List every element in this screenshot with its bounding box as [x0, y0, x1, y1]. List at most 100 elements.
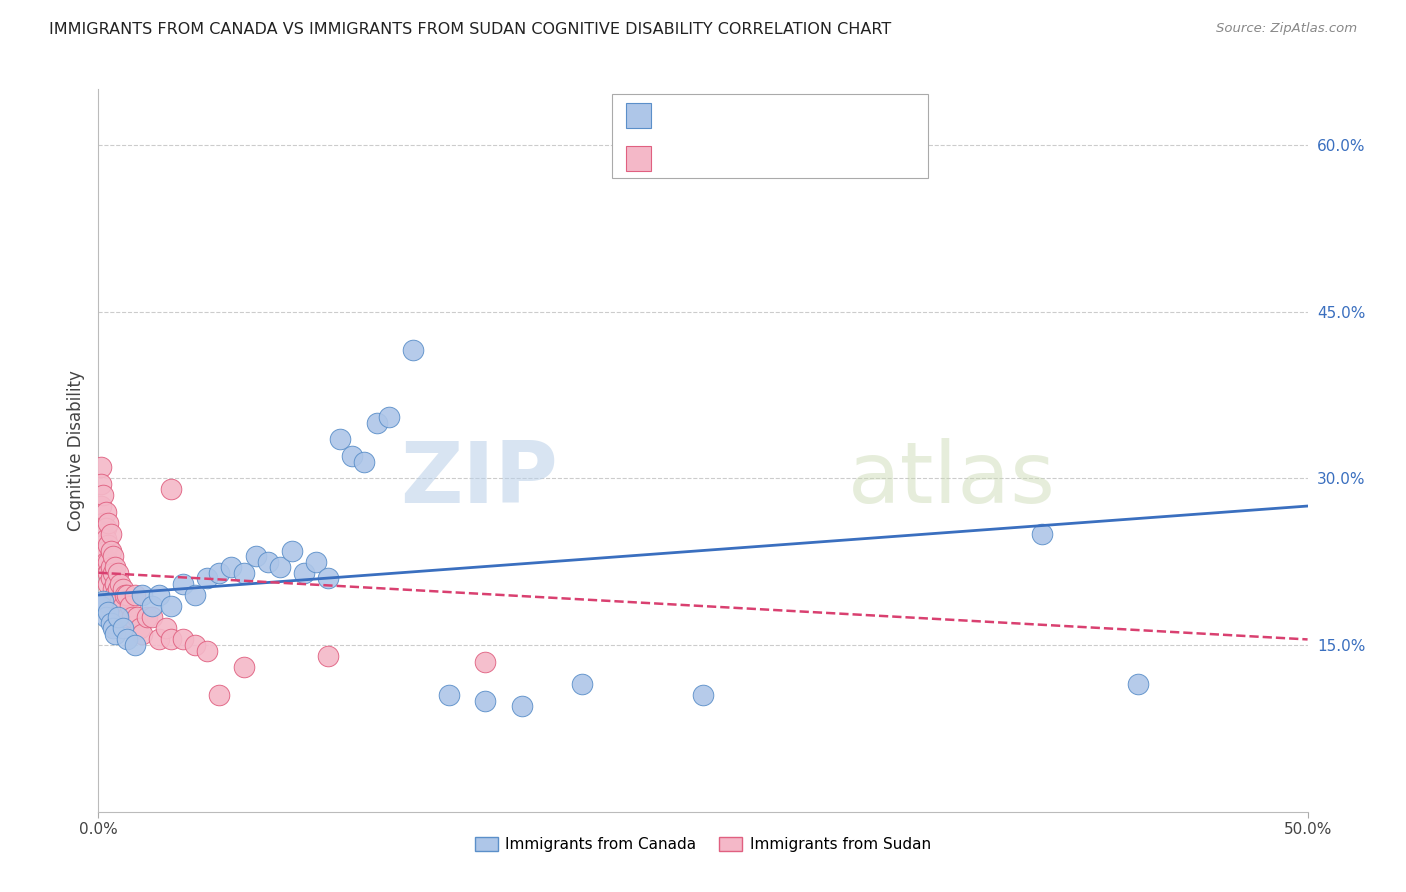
Point [342, 449, 364, 463]
Point [94, 610, 117, 624]
Point [124, 638, 146, 652]
Point [510, 699, 533, 714]
Point [184, 588, 207, 602]
Point [94, 543, 117, 558]
Text: atlas: atlas [848, 438, 1056, 521]
Point [94, 533, 117, 547]
Point [245, 549, 267, 563]
Point [184, 638, 207, 652]
Y-axis label: Cognitive Disability: Cognitive Disability [66, 370, 84, 531]
Point [94, 555, 117, 569]
Point [117, 610, 139, 624]
Point [366, 416, 388, 430]
Point [195, 571, 218, 585]
Point [208, 566, 231, 580]
Point [107, 582, 129, 597]
Text: R =: R = [662, 152, 696, 166]
Point [97, 516, 120, 530]
Point [121, 610, 143, 624]
Point [474, 693, 496, 707]
Point [316, 649, 339, 664]
Point [101, 593, 124, 607]
Point [111, 599, 134, 613]
Text: R =: R = [662, 108, 696, 122]
Point [91, 593, 114, 607]
Point [100, 526, 122, 541]
Point [160, 632, 183, 647]
Point [292, 566, 315, 580]
Point [101, 582, 124, 597]
Point [172, 577, 194, 591]
Point [111, 621, 134, 635]
Point [91, 516, 114, 530]
Point [104, 627, 127, 641]
Text: Source: ZipAtlas.com: Source: ZipAtlas.com [1216, 22, 1357, 36]
Point [160, 483, 183, 497]
Point [101, 566, 124, 580]
Point [148, 632, 170, 647]
Point [353, 454, 375, 468]
Text: N =: N = [763, 152, 797, 166]
Point [172, 632, 194, 647]
Text: 41: 41 [803, 108, 824, 122]
Point [148, 588, 170, 602]
Point [135, 610, 157, 624]
Point [692, 688, 714, 702]
Point [474, 655, 496, 669]
Point [90, 499, 112, 513]
Point [155, 621, 177, 635]
Point [90, 476, 112, 491]
Point [195, 643, 218, 657]
Point [316, 571, 339, 585]
Point [141, 599, 163, 613]
Point [127, 610, 149, 624]
Point [256, 555, 278, 569]
Text: 58: 58 [803, 152, 824, 166]
Point [160, 599, 183, 613]
Point [305, 555, 328, 569]
Point [107, 566, 129, 580]
Point [100, 615, 122, 630]
Point [91, 526, 114, 541]
Point [104, 588, 127, 602]
Text: 0.182: 0.182 [704, 108, 752, 122]
Point [437, 688, 460, 702]
Point [90, 460, 112, 475]
Point [101, 549, 124, 563]
Point [281, 543, 304, 558]
Point [108, 577, 131, 591]
Point [329, 433, 352, 447]
Point [114, 588, 136, 602]
Point [91, 488, 114, 502]
Point [107, 599, 129, 613]
Point [118, 599, 141, 613]
Point [221, 560, 243, 574]
Text: ZIP: ZIP [401, 438, 558, 521]
Point [97, 566, 120, 580]
Point [104, 577, 127, 591]
Point [232, 566, 254, 580]
Point [94, 505, 117, 519]
Point [124, 588, 146, 602]
Point [111, 582, 134, 597]
Point [91, 538, 114, 552]
Point [100, 560, 122, 574]
Point [108, 593, 131, 607]
Point [269, 560, 291, 574]
Text: IMMIGRANTS FROM CANADA VS IMMIGRANTS FROM SUDAN COGNITIVE DISABILITY CORRELATION: IMMIGRANTS FROM CANADA VS IMMIGRANTS FRO… [49, 22, 891, 37]
Point [97, 538, 120, 552]
Point [128, 621, 150, 635]
Text: -0.048: -0.048 [704, 152, 759, 166]
Legend: Immigrants from Canada, Immigrants from Sudan: Immigrants from Canada, Immigrants from … [468, 831, 938, 858]
Point [402, 343, 425, 358]
Point [91, 549, 114, 563]
Point [117, 588, 139, 602]
Point [107, 610, 129, 624]
Point [571, 677, 593, 691]
Point [97, 555, 120, 569]
Point [141, 610, 163, 624]
Point [100, 571, 122, 585]
Point [377, 410, 399, 425]
Point [100, 543, 122, 558]
Point [1031, 526, 1053, 541]
